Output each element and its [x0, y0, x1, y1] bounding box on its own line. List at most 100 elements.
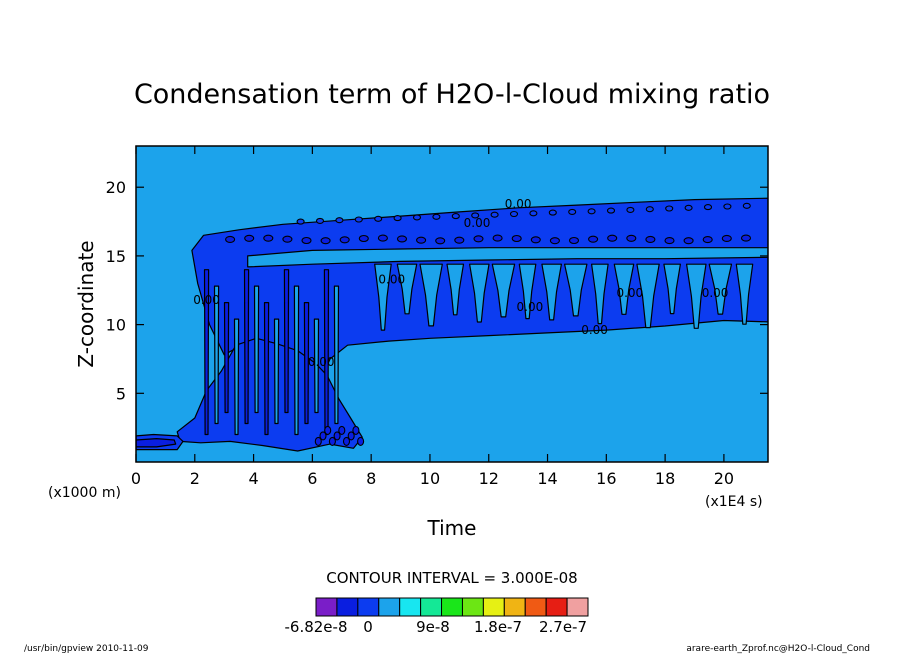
top-cell-15 [587, 208, 596, 215]
top-cell-17 [626, 206, 635, 213]
turbulence-streak-5 [253, 285, 260, 414]
top-cell-6 [412, 214, 422, 221]
x-tick-label-4: 8 [366, 469, 376, 488]
colorbar-swatch-8 [482, 597, 505, 617]
x-axis-ticks: 0 2 4 6 8 10 12 14 16 18 20 [131, 146, 734, 488]
upper-cell-7 [358, 234, 369, 243]
x-tick-label-1: 2 [190, 469, 200, 488]
surface-bubble-2 [324, 425, 332, 435]
colorbar-label-4: 2.7e-7 [539, 618, 587, 636]
surface-bubble-8 [352, 425, 360, 435]
top-cell-18 [645, 206, 654, 213]
x-tick-label-10: 20 [714, 469, 734, 488]
x-tick-label-9: 18 [655, 469, 675, 488]
surface-bubble-1 [319, 431, 327, 441]
top-cell-12 [529, 210, 538, 217]
top-cell-8 [451, 213, 460, 220]
turbulence-streak-3 [233, 318, 240, 436]
colorbar-swatch-3 [378, 597, 401, 617]
footer-right-text: arare-earth_Zprof.nc@H2O-l-Cloud_Cond [686, 644, 870, 654]
contour-label-6: 0.00 [581, 323, 608, 337]
colorbar-swatch-9 [503, 597, 526, 617]
colorbar-swatch-7 [461, 597, 484, 617]
upper-cell-22 [645, 235, 656, 243]
turbulence-streak-13 [333, 285, 340, 425]
surface-bubble-7 [347, 431, 355, 441]
upper-cell-25 [702, 236, 713, 244]
convective-cell-gap-2 [419, 263, 443, 327]
top-cell-22 [723, 203, 732, 210]
top-cell-16 [606, 207, 616, 214]
y-tick-label-2: 15 [106, 247, 126, 266]
convective-cell-gap-3 [446, 263, 465, 316]
upper-cell-13 [473, 235, 484, 243]
upper-cell-19 [588, 235, 599, 243]
upper-cell-6 [339, 236, 350, 244]
upper-cell-3 [282, 235, 293, 243]
upper-cell-5 [320, 237, 331, 245]
x-tick-label-2: 4 [248, 469, 258, 488]
upper-cell-10 [416, 236, 427, 244]
upper-cell-24 [683, 237, 694, 245]
colorbar-label-3: 1.8e-7 [474, 618, 522, 636]
convective-cell-gap-11 [636, 263, 660, 329]
upper-cell-17 [549, 237, 560, 245]
top-cell-7 [432, 213, 441, 220]
y-tick-label-0: 5 [116, 384, 126, 403]
contour-label-3: 0.00 [308, 355, 335, 369]
contour-label-1: 0.00 [464, 216, 491, 230]
turbulence-streak-6 [263, 302, 270, 436]
upper-cell-15 [511, 234, 522, 243]
upper-cell-11 [435, 237, 446, 245]
surface-bubble-3 [328, 436, 336, 446]
contour-label-7: 0.00 [616, 286, 643, 300]
colorbar-swatch-6 [441, 597, 463, 617]
upper-cell-26 [721, 234, 732, 242]
top-cell-5 [393, 215, 402, 222]
convective-cell-gap-4 [469, 263, 490, 323]
turbulence-streak-4 [243, 269, 250, 425]
colorbar: -6.82e-8 0 9e-8 1.8e-7 2.7e-7 [285, 597, 589, 636]
colorbar-swatch-5 [420, 597, 443, 617]
colorbar-label-1: 0 [363, 618, 373, 636]
upper-cell-14 [492, 234, 503, 242]
contour-label-5: 0.00 [517, 300, 544, 314]
colorbar-swatch-4 [399, 597, 422, 617]
turbulence-streak-11 [313, 318, 320, 414]
upper-cell-12 [454, 236, 465, 244]
top-cell-14 [568, 208, 577, 215]
upper-cell-0 [225, 235, 236, 243]
upper-cell-1 [244, 234, 255, 242]
y-axis-unit: (x1000 m) [48, 485, 121, 501]
top-cell-3 [354, 216, 363, 223]
colorbar-swatch-10 [524, 597, 547, 617]
upper-cell-4 [301, 236, 312, 245]
upper-cell-2 [263, 234, 274, 242]
colorbar-swatch-11 [545, 597, 568, 617]
upper-cell-21 [626, 234, 637, 242]
top-cell-1 [315, 217, 325, 224]
footer-left-text: /usr/bin/gpview 2010-11-09 [24, 644, 149, 654]
convective-cell-gap-1 [396, 263, 418, 315]
top-cell-9 [471, 212, 480, 219]
colorbar-swatch-2 [357, 597, 380, 617]
y-axis-label: Z-coordinate [74, 240, 98, 367]
x-tick-label-7: 14 [537, 469, 557, 488]
top-cell-23 [742, 202, 751, 209]
x-axis-unit: (x1E4 s) [705, 494, 763, 510]
convective-cell-gap-15 [735, 263, 754, 325]
convective-cell-gap-13 [685, 263, 707, 329]
convective-cell-gap-5 [491, 263, 516, 318]
convective-cell-gap-10 [613, 263, 635, 315]
x-tick-label-6: 12 [479, 469, 499, 488]
convective-cell-gap-8 [563, 263, 588, 317]
upper-cell-23 [664, 237, 675, 245]
upper-cell-27 [740, 234, 752, 242]
contour-label-8: 0.00 [702, 286, 729, 300]
turbulence-streak-12 [323, 269, 330, 436]
convective-cell-gap-7 [541, 263, 563, 321]
turbulence-streak-10 [303, 302, 310, 425]
top-cell-4 [374, 215, 383, 222]
x-tick-label-3: 6 [307, 469, 317, 488]
